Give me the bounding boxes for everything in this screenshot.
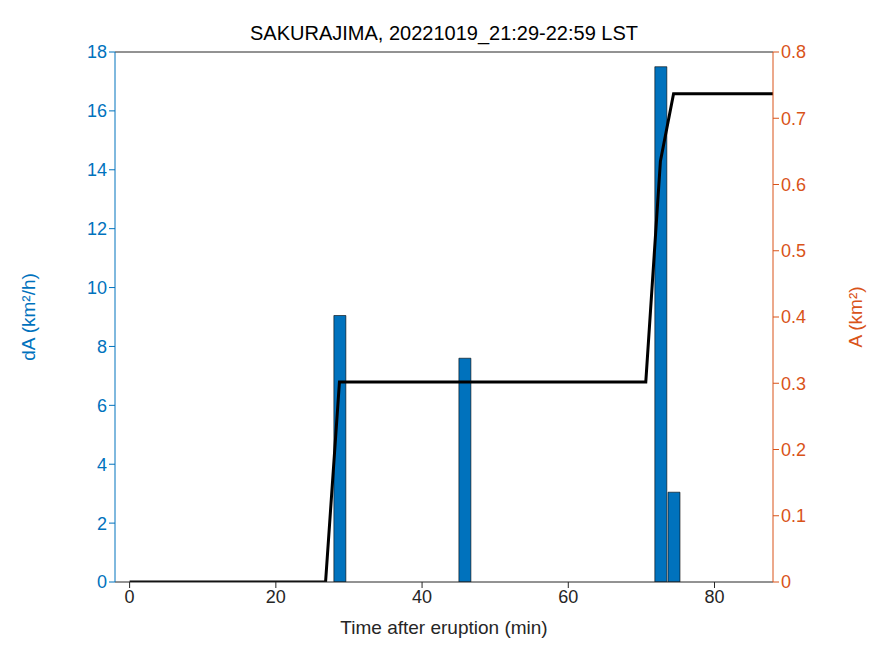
svg-text:14: 14	[87, 160, 107, 180]
svg-text:0: 0	[97, 572, 107, 592]
svg-text:0.5: 0.5	[781, 241, 806, 261]
svg-text:2: 2	[97, 514, 107, 534]
svg-text:0.7: 0.7	[781, 109, 806, 129]
svg-text:16: 16	[87, 101, 107, 121]
svg-text:18: 18	[87, 42, 107, 62]
svg-text:0: 0	[125, 587, 135, 607]
svg-text:dA (km²/h): dA (km²/h)	[18, 273, 39, 361]
svg-text:0.4: 0.4	[781, 307, 806, 327]
svg-text:0: 0	[781, 572, 791, 592]
svg-text:0.6: 0.6	[781, 175, 806, 195]
svg-text:40: 40	[412, 587, 432, 607]
svg-text:20: 20	[266, 587, 286, 607]
html-text:SAKURAJIMA, 20221019_21:29-22:: SAKURAJIMA, 20221019_21:29-22:59 LST	[250, 22, 638, 44]
svg-text:80: 80	[704, 587, 724, 607]
svg-text:60: 60	[558, 587, 578, 607]
svg-text:Time after eruption (min): Time after eruption (min)	[340, 617, 547, 638]
svg-text:0.8: 0.8	[781, 42, 806, 62]
svg-text:12: 12	[87, 219, 107, 239]
svg-text:0.3: 0.3	[781, 374, 806, 394]
svg-text:A (km²): A (km²)	[845, 286, 866, 347]
svg-text:10: 10	[87, 278, 107, 298]
svg-text:4: 4	[97, 455, 107, 475]
svg-text:6: 6	[97, 396, 107, 416]
svg-text:0.1: 0.1	[781, 506, 806, 526]
svg-text:0.2: 0.2	[781, 440, 806, 460]
svg-text:8: 8	[97, 337, 107, 357]
